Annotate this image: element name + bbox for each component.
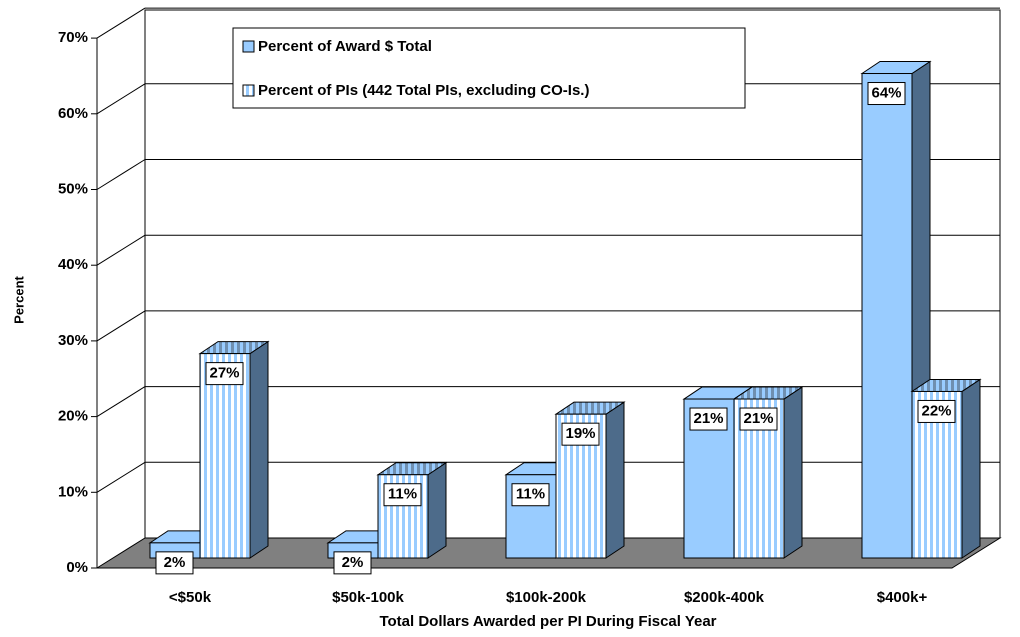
data-label-box: [155, 551, 194, 575]
data-label: 21%: [693, 410, 723, 427]
y-tick-label: 40%: [58, 256, 88, 273]
data-label-box: [867, 82, 906, 106]
data-label-box: [511, 483, 550, 507]
legend: Percent of Award $ Total Percent of PIs …: [232, 27, 746, 109]
data-label: 11%: [516, 486, 545, 503]
data-label-box: [333, 551, 372, 575]
bar-side: [961, 378, 981, 559]
x-tick-label: <$50k: [169, 589, 212, 606]
grid-line: [96, 83, 146, 115]
legend-swatch: [242, 84, 255, 97]
y-tick-label: 20%: [58, 408, 88, 425]
y-tick-label: 50%: [58, 180, 88, 197]
bar-side: [783, 386, 803, 559]
x-tick-label: $400k+: [877, 589, 928, 606]
x-tick-label: $50k-100k: [332, 589, 404, 606]
legend-box: [232, 27, 746, 109]
x-tick-label: $100k-200k: [506, 589, 587, 606]
grid-line: [96, 159, 146, 190]
data-label: 21%: [743, 410, 773, 427]
data-label: 11%: [388, 486, 417, 503]
data-label-box: [205, 362, 244, 386]
data-label: 2%: [164, 554, 186, 571]
data-label-box: [689, 407, 728, 431]
bar: [199, 353, 251, 559]
bar-side: [605, 401, 625, 559]
grid-line: [96, 234, 146, 266]
grid-line: [96, 386, 146, 418]
data-label: 2%: [342, 554, 364, 571]
y-tick-label: 60%: [58, 105, 88, 122]
y-tick-label: 10%: [58, 483, 88, 500]
legend-swatch: [242, 40, 255, 53]
data-label: 64%: [871, 84, 901, 101]
plot: 0% 10% 20% 30% 40% 50% 60% 70% <$50k 2% 27% $50k-10…: [58, 7, 1000, 606]
data-label: 19%: [565, 425, 595, 442]
x-tick-label: $200k-400k: [684, 589, 765, 606]
data-label-box: [917, 399, 956, 423]
data-label-box: [561, 422, 600, 446]
bar-side: [249, 340, 269, 559]
y-tick-label: 30%: [58, 332, 88, 349]
legend-label: Percent of Award $ Total: [258, 38, 432, 55]
data-label: 22%: [921, 402, 951, 419]
data-label-box: [739, 407, 778, 431]
grid-line: [96, 310, 146, 342]
bar: [861, 73, 913, 559]
bar-side: [427, 461, 447, 559]
y-tick-label: 70%: [58, 29, 88, 46]
y-tick-label: 0%: [66, 559, 88, 576]
legend-label: Percent of PIs (442 Total PIs, excluding…: [258, 82, 589, 99]
grid-line: [96, 7, 146, 39]
y-axis-title: Percent: [11, 275, 26, 323]
data-label-box: [383, 483, 422, 507]
data-label: 27%: [209, 365, 239, 382]
grid-line: [96, 461, 146, 493]
x-axis-title: Total Dollars Awarded per PI During Fisc…: [379, 613, 716, 630]
